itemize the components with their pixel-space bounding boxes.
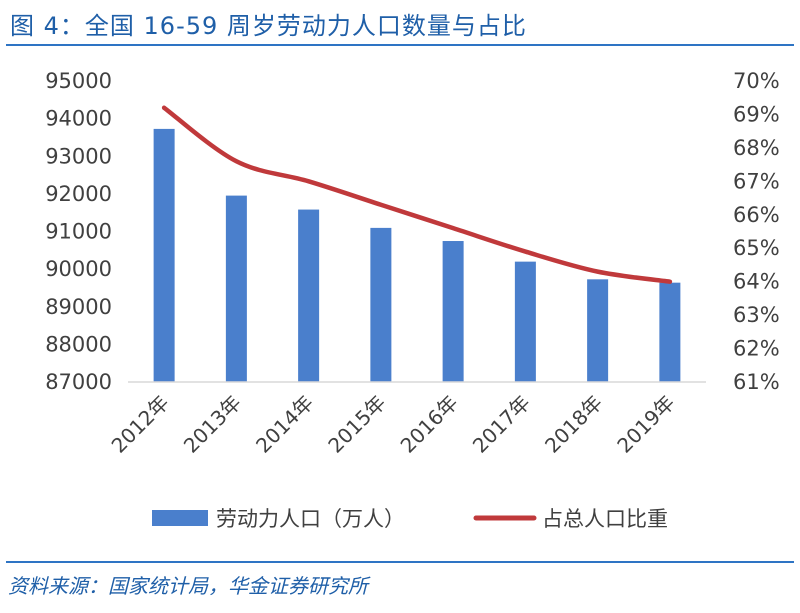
right-tick-label: 66% (733, 203, 780, 227)
ratio-line (161, 105, 673, 284)
bar (370, 227, 392, 382)
bottom-rule (6, 561, 794, 563)
legend-bar-label: 劳动力人口（万人） (216, 507, 405, 531)
right-tick-label: 63% (733, 303, 780, 327)
combo-chart: 87000 88000 89000 90000 91000 92000 93000 94000… (45, 69, 780, 531)
x-tick-label: 2018年 (540, 391, 607, 458)
left-tick-label: 90000 (45, 257, 112, 281)
right-tick-label: 62% (733, 337, 780, 361)
x-axis: 2012年 2013年 2014年 2015年 2016年 2017年 2018年 2019年 (107, 391, 680, 458)
figure-title: 图 4：全国 16-59 周岁劳动力人口数量与占比 (10, 12, 527, 40)
x-tick-label: 2012年 (107, 391, 174, 458)
x-tick-label: 2016年 (396, 391, 463, 458)
right-tick-label: 67% (733, 169, 780, 193)
right-tick-label: 64% (733, 270, 780, 294)
right-tick-label: 70% (733, 69, 780, 93)
bar (442, 241, 464, 382)
x-tick-label: 2015年 (323, 391, 390, 458)
bar (298, 209, 320, 382)
bar (587, 279, 609, 382)
right-tick-label: 61% (733, 370, 780, 394)
x-tick-label: 2014年 (251, 391, 318, 458)
bar (153, 128, 175, 382)
bar (225, 195, 247, 382)
left-tick-label: 93000 (45, 144, 112, 168)
x-tick-label: 2013年 (179, 391, 246, 458)
right-tick-label: 68% (733, 136, 780, 160)
left-tick-label: 91000 (45, 220, 112, 244)
legend: 劳动力人口（万人） 占总人口比重 (152, 507, 668, 531)
legend-bar-swatch (152, 510, 208, 526)
bar (514, 261, 536, 382)
left-axis: 87000 88000 89000 90000 91000 92000 93000 94000… (45, 69, 112, 394)
right-axis: 61% 62% 63% 64% 65% 66% 67% 68% 69% 70% (733, 69, 780, 394)
left-tick-label: 89000 (45, 295, 112, 319)
top-rule (6, 44, 794, 46)
left-tick-label: 87000 (45, 370, 112, 394)
legend-line-label: 占总人口比重 (542, 507, 668, 531)
bar-series (153, 128, 681, 382)
left-tick-label: 94000 (45, 107, 112, 131)
left-tick-label: 92000 (45, 182, 112, 206)
left-tick-label: 95000 (45, 69, 112, 93)
x-tick-label: 2017年 (468, 391, 535, 458)
right-tick-label: 65% (733, 236, 780, 260)
right-tick-label: 69% (733, 102, 780, 126)
source-note: 资料来源：国家统计局，华金证券研究所 (8, 574, 368, 598)
left-tick-label: 88000 (45, 332, 112, 356)
bar (659, 282, 681, 382)
x-tick-label: 2019年 (612, 391, 679, 458)
